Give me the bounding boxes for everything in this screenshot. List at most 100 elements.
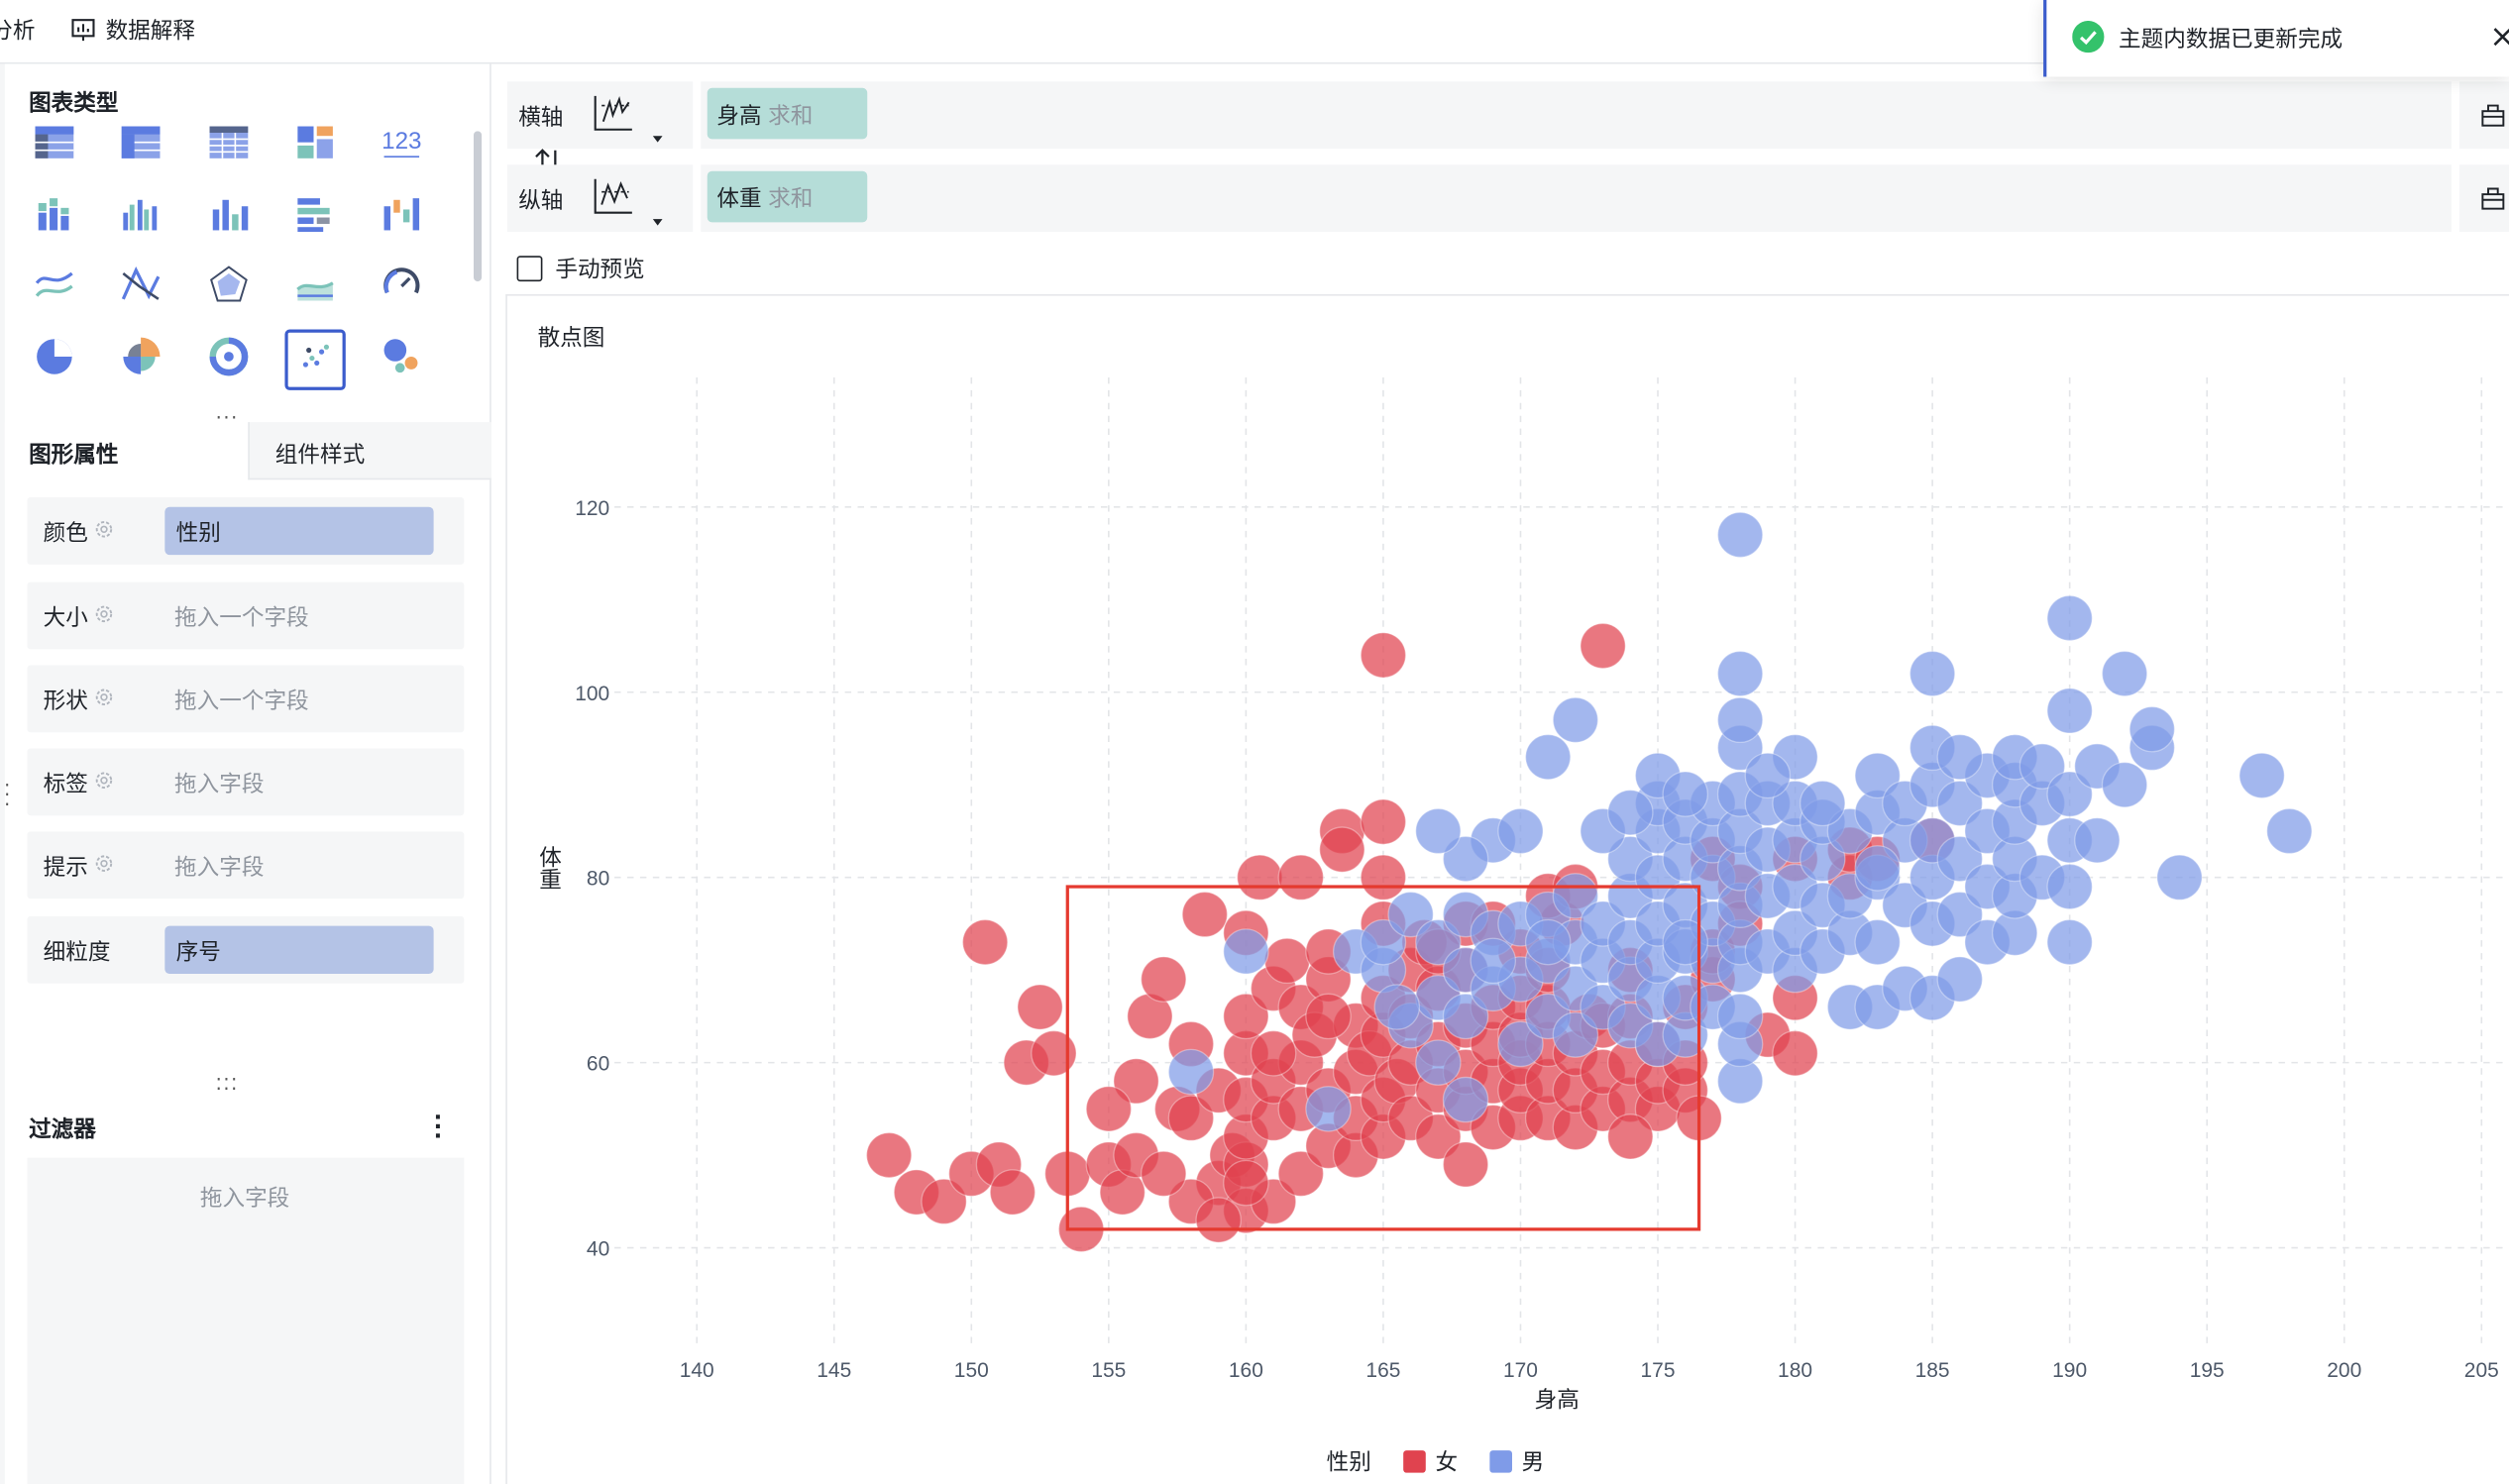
data-point-male[interactable]: [1909, 650, 1956, 697]
y-axis-settings[interactable]: [2458, 164, 2509, 233]
data-point-female[interactable]: [1277, 854, 1325, 901]
chart-type-bubble-chart[interactable]: [372, 330, 432, 390]
chart-type-pie-chart[interactable]: [24, 330, 84, 390]
data-point-female[interactable]: [1223, 1159, 1269, 1207]
y-axis-chart-type-icon[interactable]: [591, 176, 635, 218]
chart-types-scrollbar[interactable]: [473, 131, 483, 282]
manual-preview-toggle[interactable]: 手动预览: [516, 253, 645, 284]
data-point-male[interactable]: [1470, 937, 1517, 985]
y-axis-dropdown-icon[interactable]: [651, 218, 664, 228]
data-point-male[interactable]: [2046, 771, 2093, 817]
data-point-female[interactable]: [1319, 826, 1365, 873]
data-point-male[interactable]: [1442, 835, 1489, 883]
data-point-male[interactable]: [2266, 807, 2313, 855]
gear-icon[interactable]: [94, 688, 113, 713]
data-point-male[interactable]: [1552, 1011, 1599, 1058]
x-axis-settings[interactable]: [2458, 81, 2509, 150]
data-point-male[interactable]: [1497, 807, 1544, 855]
data-point-male[interactable]: [1524, 733, 1572, 781]
data-point-male[interactable]: [1936, 835, 1984, 883]
data-point-female[interactable]: [1031, 1030, 1077, 1077]
chart-type-horizontal-bar[interactable]: [284, 187, 345, 248]
data-point-male[interactable]: [1373, 984, 1421, 1030]
chart-type-line-chart[interactable]: [24, 258, 84, 318]
data-point-male[interactable]: [1360, 918, 1407, 966]
data-point-male[interactable]: [2018, 743, 2066, 790]
data-point-male[interactable]: [2046, 594, 2093, 642]
data-point-female[interactable]: [1250, 1030, 1297, 1077]
data-point-female[interactable]: [1580, 622, 1626, 670]
data-point-female[interactable]: [1277, 1150, 1325, 1198]
data-point-female[interactable]: [1305, 993, 1352, 1040]
x-axis-field-zone[interactable]: 身高 求和: [701, 81, 2452, 150]
chart-type-rose-chart[interactable]: [110, 330, 170, 390]
data-point-male[interactable]: [1305, 1086, 1352, 1132]
data-point-female[interactable]: [989, 1169, 1036, 1216]
data-point-female[interactable]: [1167, 1095, 1215, 1141]
chart-type-block-chart[interactable]: [284, 115, 345, 175]
data-point-male[interactable]: [2074, 817, 2121, 864]
data-point-male[interactable]: [1936, 733, 1984, 781]
data-point-male[interactable]: [1552, 873, 1599, 919]
data-point-male[interactable]: [1552, 696, 1599, 744]
data-point-male[interactable]: [2101, 761, 2148, 808]
data-point-female[interactable]: [1085, 1086, 1133, 1132]
chart-type-scatter-chart[interactable]: [284, 329, 346, 390]
data-point-female[interactable]: [1263, 937, 1311, 985]
prop-drop-zone-shape[interactable]: 拖入一个字段: [174, 689, 309, 715]
data-point-male[interactable]: [1716, 511, 1764, 559]
data-point-male[interactable]: [1442, 1076, 1489, 1123]
data-point-male[interactable]: [1497, 1020, 1544, 1068]
data-point-male[interactable]: [1415, 807, 1462, 855]
data-point-male[interactable]: [1662, 771, 1708, 817]
prop-drop-zone-size[interactable]: 拖入一个字段: [174, 605, 309, 632]
chart-type-detail-table[interactable]: [198, 115, 259, 175]
data-point-male[interactable]: [2046, 918, 2093, 966]
legend-swatch-male[interactable]: [1489, 1450, 1512, 1473]
data-point-male[interactable]: [1854, 845, 1901, 892]
data-point-male[interactable]: [1716, 993, 1764, 1040]
data-point-male[interactable]: [1442, 993, 1489, 1040]
y-axis-field-zone[interactable]: 体重 求和: [701, 164, 2452, 233]
data-point-male[interactable]: [1936, 891, 1984, 938]
chart-type-radar[interactable]: [198, 258, 259, 318]
prop-drop-zone-label[interactable]: 拖入字段: [174, 772, 265, 798]
data-point-female[interactable]: [1236, 854, 1283, 901]
x-axis-chart-type-icon[interactable]: [591, 93, 635, 135]
prop-field-pill-color[interactable]: 性别: [164, 506, 434, 556]
manual-preview-checkbox[interactable]: [516, 256, 543, 282]
prop-field-pill-granularity[interactable]: 序号: [164, 925, 434, 975]
legend-swatch-female[interactable]: [1403, 1450, 1426, 1473]
prop-drop-zone-tooltip[interactable]: 拖入字段: [174, 855, 265, 882]
filter-resize-handle[interactable]: ··· ···: [215, 1068, 239, 1101]
data-point-female[interactable]: [1141, 1150, 1187, 1198]
left-edge-handle[interactable]: [0, 63, 5, 1484]
chart-type-table[interactable]: [24, 115, 84, 175]
gear-icon[interactable]: [94, 771, 113, 796]
data-point-female[interactable]: [1360, 854, 1407, 901]
data-point-male[interactable]: [1854, 918, 1901, 966]
data-point-female[interactable]: [1223, 993, 1269, 1040]
data-point-male[interactable]: [2046, 863, 2093, 910]
data-point-male[interactable]: [1800, 780, 1846, 827]
data-point-female[interactable]: [961, 918, 1009, 966]
chart-type-area-chart[interactable]: [284, 258, 345, 318]
chart-type-pivot-table[interactable]: [110, 115, 170, 175]
chart-type-waterfall[interactable]: [372, 187, 432, 248]
data-explain-button[interactable]: 数据解释: [70, 15, 195, 47]
data-point-male[interactable]: [1716, 696, 1764, 744]
x-axis-field-pill[interactable]: 身高 求和: [707, 87, 868, 140]
data-point-male[interactable]: [2101, 650, 2148, 697]
data-point-male[interactable]: [2156, 854, 2203, 901]
data-point-female[interactable]: [1113, 1058, 1159, 1105]
data-point-female[interactable]: [865, 1131, 913, 1179]
chart-type-grouped-bar[interactable]: [110, 187, 170, 248]
tab-graphic-properties[interactable]: 图形属性: [4, 422, 249, 480]
chart-type-kpi-number[interactable]: 123: [372, 115, 432, 175]
data-point-male[interactable]: [1854, 752, 1901, 799]
legend-label-male[interactable]: 男: [1521, 1450, 1545, 1476]
filter-more-icon[interactable]: · · ·: [433, 1105, 443, 1150]
chart-type-column-chart[interactable]: [198, 187, 259, 248]
tab-component-style[interactable]: 组件样式: [248, 422, 491, 480]
data-point-female[interactable]: [1415, 1113, 1462, 1160]
